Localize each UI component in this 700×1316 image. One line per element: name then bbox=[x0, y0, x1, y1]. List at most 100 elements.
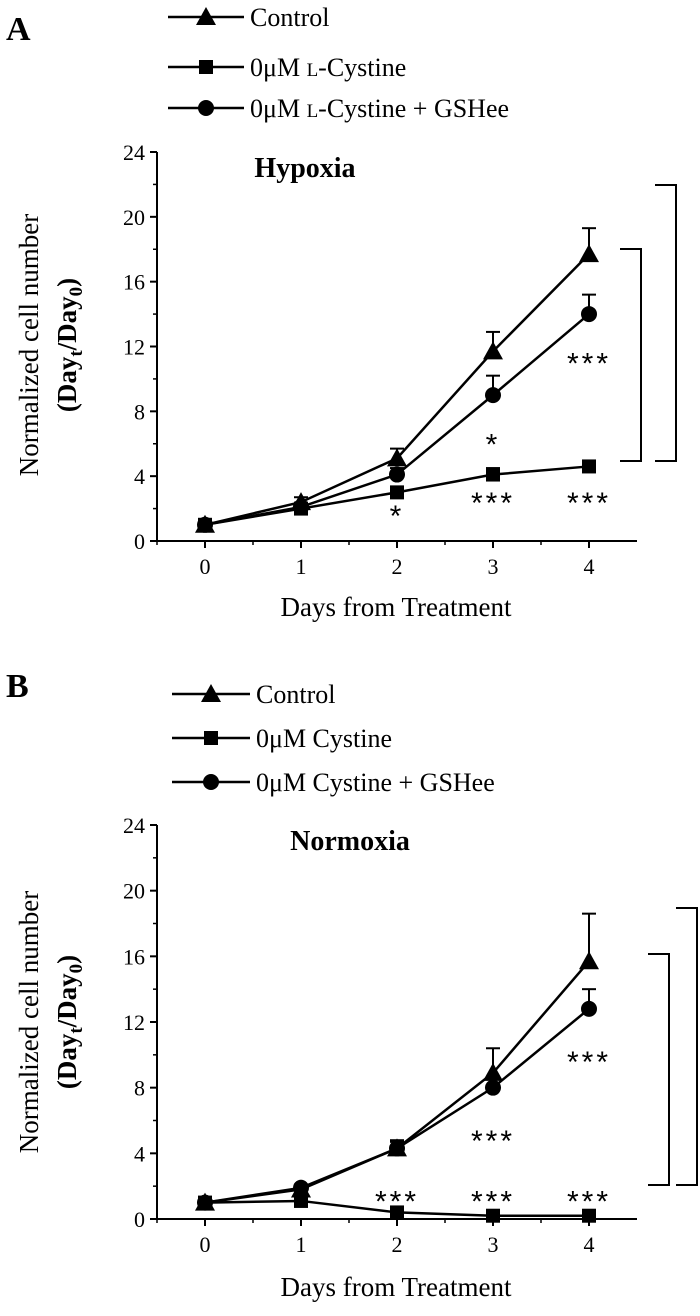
y-tick-label: 24 bbox=[123, 813, 145, 838]
x-tick-label: 2 bbox=[392, 554, 403, 579]
legend-a: Control 0μM L-Cystine 0μM L-Cystine + GS… bbox=[168, 3, 509, 123]
x-tick-label: 4 bbox=[584, 554, 595, 579]
y-tick-label: 12 bbox=[123, 1010, 145, 1035]
svg-text:(Dayt/Day0): (Dayt/Day0) bbox=[52, 955, 87, 1089]
x-tick-label: 0 bbox=[200, 1232, 211, 1257]
data-point-square bbox=[486, 1208, 500, 1223]
y-axis-sublabel-b: (Dayt/Day0) bbox=[52, 955, 87, 1089]
series-line bbox=[204, 1007, 590, 1204]
legend-label: Control bbox=[256, 680, 335, 709]
legend-item-gshee-b: 0μM Cystine + GSHee bbox=[172, 768, 495, 797]
data-point-square bbox=[486, 467, 500, 482]
x-tick-label: 3 bbox=[488, 554, 499, 579]
data-point-square bbox=[582, 1208, 596, 1223]
legend-item-control-b: Control bbox=[172, 680, 335, 709]
panel-a: A Control 0μM L-Cystine 0μM L-Cystine + … bbox=[6, 3, 677, 622]
y-tick-label: 20 bbox=[123, 205, 145, 230]
significance-bracket-inner-a bbox=[620, 248, 642, 462]
data-point-square bbox=[390, 485, 404, 500]
significance-bracket-inner-b bbox=[648, 953, 670, 1186]
data-point-circle bbox=[197, 1194, 213, 1211]
legend-item-cystine-b: 0μM Cystine bbox=[172, 724, 392, 753]
legend-item-control-a: Control bbox=[168, 3, 329, 32]
data-point-triangle bbox=[483, 1062, 503, 1081]
x-tick-label: 2 bbox=[392, 1232, 403, 1257]
significance-label: * bbox=[486, 429, 501, 462]
legend-item-cystine-a: 0μM L-Cystine bbox=[168, 53, 406, 82]
x-tick-label: 0 bbox=[200, 554, 211, 579]
legend-label: 0μM L-Cystine bbox=[250, 53, 406, 82]
series-line bbox=[204, 960, 590, 1204]
data-point-circle bbox=[485, 1079, 501, 1096]
significance-label: *** bbox=[567, 1186, 611, 1219]
y-tick-label: 24 bbox=[123, 140, 145, 165]
panel-letter-a: A bbox=[6, 11, 31, 48]
legend-label: 0μM Cystine + GSHee bbox=[256, 768, 495, 797]
legend-square-marker bbox=[204, 731, 218, 745]
legend-item-gshee-a: 0μM L-Cystine + GSHee bbox=[168, 94, 509, 123]
chart-title-a: Hypoxia bbox=[254, 153, 355, 184]
svg-text:Normalized cell number: Normalized cell number bbox=[14, 214, 44, 476]
data-point-square bbox=[582, 459, 596, 474]
data-point-circle bbox=[293, 1179, 309, 1196]
data-point-triangle bbox=[579, 951, 599, 970]
data-point-triangle bbox=[387, 448, 407, 467]
y-tick-label: 8 bbox=[134, 1076, 145, 1101]
y-tick-label: 4 bbox=[134, 1141, 145, 1166]
data-point-square bbox=[390, 1205, 404, 1220]
y-tick-label: 16 bbox=[123, 270, 145, 295]
data-point-circle bbox=[581, 1000, 597, 1017]
series-line bbox=[204, 253, 590, 527]
significance-label: *** bbox=[567, 347, 611, 380]
significance-label: *** bbox=[471, 1186, 515, 1219]
series-square bbox=[198, 1193, 596, 1223]
legend-label: 0μM L-Cystine + GSHee bbox=[250, 94, 509, 123]
series-triangle bbox=[195, 912, 599, 1211]
x-axis-label-b: Days from Treatment bbox=[281, 1272, 512, 1302]
significance-bracket-outer-a bbox=[655, 184, 677, 462]
svg-text:Normalized cell number: Normalized cell number bbox=[14, 891, 44, 1153]
x-tick-label: 4 bbox=[584, 1232, 595, 1257]
significance-label: * bbox=[390, 500, 405, 533]
legend-circle-marker bbox=[198, 100, 214, 116]
legend-circle-marker bbox=[203, 774, 219, 790]
data-point-circle bbox=[389, 466, 405, 483]
legend-triangle-marker bbox=[201, 684, 221, 702]
y-tick-label: 0 bbox=[134, 1207, 145, 1232]
panel-letter-b: B bbox=[6, 668, 29, 705]
significance-label: *** bbox=[567, 1046, 611, 1079]
data-point-circle bbox=[389, 1140, 405, 1157]
significance-label: *** bbox=[567, 487, 611, 520]
data-point-triangle bbox=[579, 244, 599, 263]
legend-label: Control bbox=[250, 3, 329, 32]
y-tick-label: 0 bbox=[134, 529, 145, 554]
panel-b: B Control 0μM Cystine 0μM Cystine + GSHe… bbox=[6, 668, 698, 1302]
legend-square-marker bbox=[199, 60, 213, 74]
legend-label: 0μM Cystine bbox=[256, 724, 392, 753]
significance-label: *** bbox=[471, 1125, 515, 1158]
data-point-circle bbox=[581, 306, 597, 323]
y-tick-label: 8 bbox=[134, 399, 145, 424]
y-tick-label: 20 bbox=[123, 879, 145, 904]
data-point-square bbox=[294, 1193, 308, 1208]
data-point-circle bbox=[485, 387, 501, 404]
y-tick-label: 16 bbox=[123, 944, 145, 969]
y-axis-label-a: Normalized cell number bbox=[14, 214, 44, 476]
series-circle bbox=[197, 293, 597, 533]
legend-triangle-marker bbox=[196, 7, 216, 25]
chart-title-b: Normoxia bbox=[290, 826, 410, 857]
significance-label: *** bbox=[375, 1186, 419, 1219]
significance-label: *** bbox=[471, 487, 515, 520]
svg-text:(Dayt/Day0): (Dayt/Day0) bbox=[52, 278, 87, 412]
data-point-circle bbox=[197, 516, 213, 533]
data-point-circle bbox=[293, 498, 309, 515]
y-axis-label-b: Normalized cell number bbox=[14, 891, 44, 1153]
series-circle bbox=[197, 988, 597, 1211]
significance-bracket-outer-b bbox=[676, 907, 698, 1186]
y-tick-label: 4 bbox=[134, 464, 145, 489]
x-tick-label: 3 bbox=[488, 1232, 499, 1257]
y-axis-sublabel-a: (Dayt/Day0) bbox=[52, 278, 87, 412]
data-point-triangle bbox=[483, 341, 503, 360]
